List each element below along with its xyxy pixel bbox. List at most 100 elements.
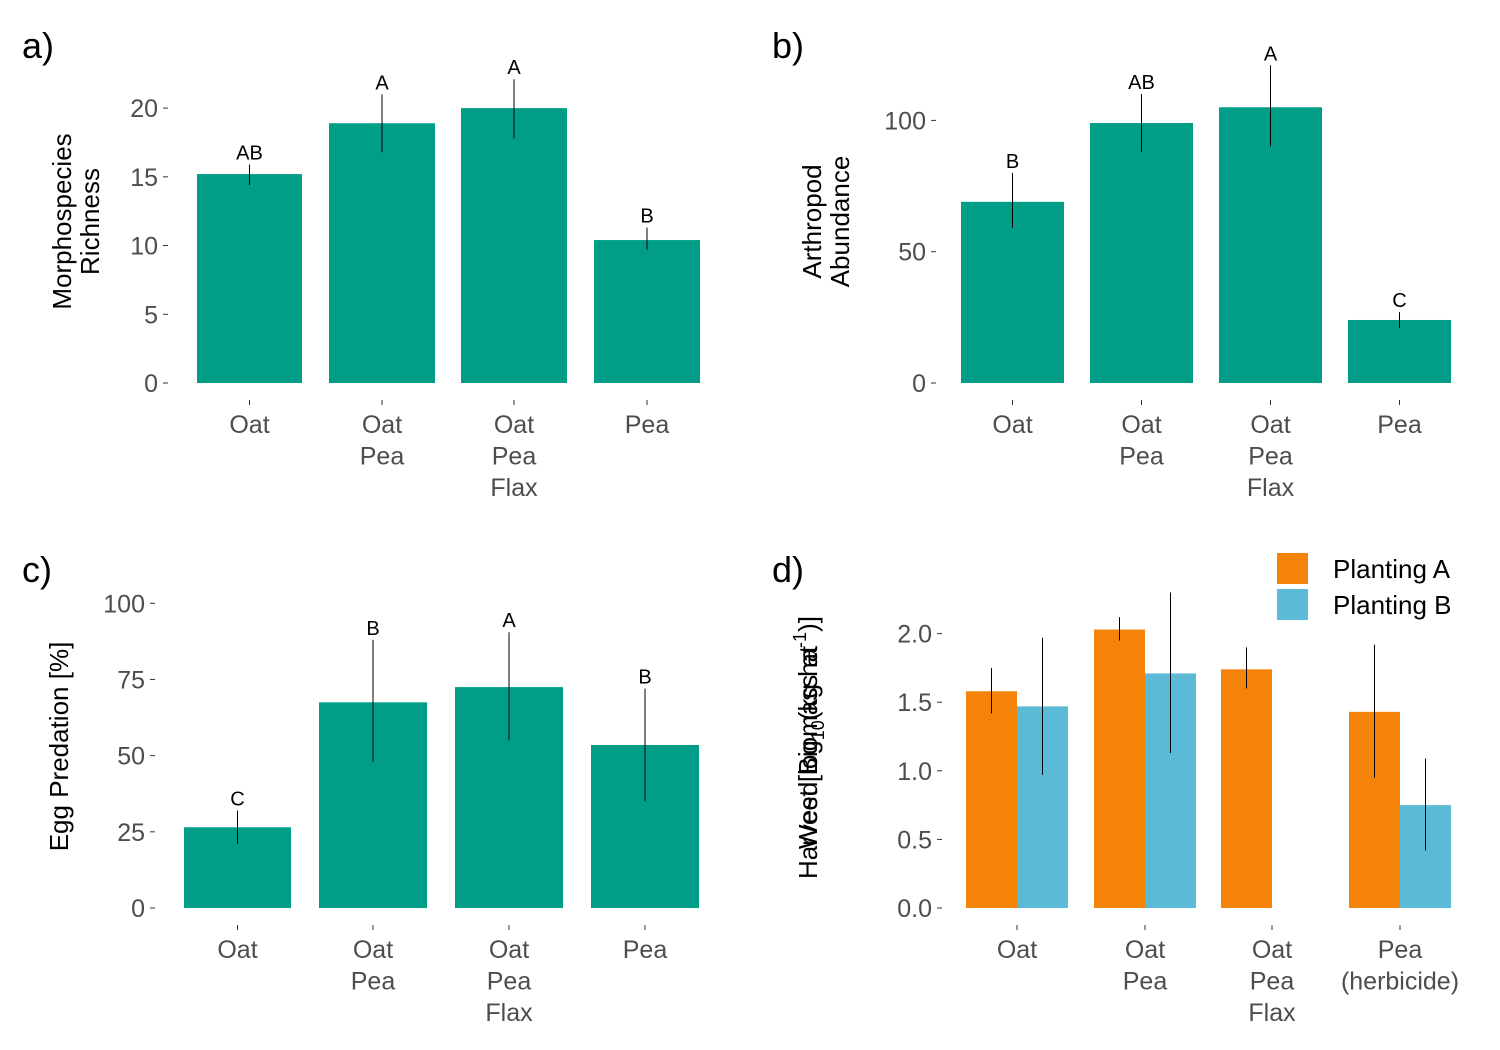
significance-letter: C (1392, 290, 1406, 312)
x-tick-label: Oat Pea Flax (490, 411, 538, 502)
legend-swatch (1277, 553, 1308, 584)
x-tick-label-line: Oat (362, 411, 402, 439)
y-tick-label: 5 (144, 301, 158, 329)
y-tick-label: 0 (131, 895, 145, 923)
x-tick-label-line: Pea (492, 443, 537, 471)
x-tick-label-line: Pea (487, 968, 532, 996)
x-tick-label-line: Oat (353, 936, 393, 964)
legend-label: Planting A (1333, 554, 1451, 584)
x-tick-label: Pea (1377, 411, 1422, 439)
panel-label: c) (22, 549, 52, 590)
y-axis-title-line: Egg Predation [%] (44, 642, 74, 852)
panel-label: b) (772, 25, 804, 66)
x-tick-label-line: Flax (1248, 999, 1296, 1027)
x-tick-label-line: Oat (494, 411, 534, 439)
x-tick-label-line: (herbicide) (1341, 968, 1459, 996)
x-tick-label-line: Pea (623, 936, 668, 964)
x-tick-label: Oat Pea Flax (485, 936, 533, 1027)
panel-label: d) (772, 549, 804, 590)
significance-letter: B (638, 667, 651, 689)
x-tick-label-line: Oat (997, 936, 1037, 964)
y-axis-title-part: 10 (808, 720, 828, 740)
x-tick-label: Oat (217, 936, 257, 964)
legend-label: Planting B (1333, 590, 1452, 620)
bar (961, 201, 1064, 383)
x-tick-label: Pea (herbicide) (1341, 936, 1459, 996)
y-axis-title: ArthropodAbundance (797, 156, 855, 288)
x-tick-label-line: Pea (1377, 411, 1422, 439)
y-tick-label: 0.5 (897, 826, 932, 854)
x-tick-label: Pea (623, 936, 668, 964)
bar (1348, 319, 1451, 383)
x-tick-label-line: Oat (1252, 936, 1292, 964)
bar (197, 174, 302, 383)
y-tick-label: 1.0 (897, 758, 932, 786)
x-tick-label-line: Oat (1125, 936, 1165, 964)
y-axis-title: Egg Predation [%] (44, 642, 74, 852)
bar (1219, 107, 1322, 383)
y-axis-title-line: Weed Biomass at (793, 645, 823, 849)
panel-label: a) (22, 25, 54, 66)
x-tick-label: Oat Pea (360, 411, 405, 471)
x-tick-label-line: Pea (351, 968, 396, 996)
bar-planting-a (1094, 629, 1145, 908)
x-tick-label-line: Oat (229, 411, 269, 439)
y-tick-label: 15 (130, 164, 158, 192)
significance-letter: A (1264, 43, 1278, 65)
x-tick-label: Oat Pea (1119, 411, 1164, 471)
y-axis-title-part: -1 (790, 632, 810, 648)
y-axis-title-line: Morphospecies (47, 133, 77, 309)
x-tick-label: Oat (229, 411, 269, 439)
x-tick-label-line: Flax (490, 474, 538, 502)
significance-letter: A (375, 72, 389, 94)
significance-letter: B (366, 618, 379, 640)
y-tick-label: 20 (130, 95, 158, 123)
significance-letter: AB (1128, 72, 1155, 94)
x-tick-label-line: Pea (1248, 443, 1293, 471)
y-tick-label: 10 (130, 233, 158, 261)
y-tick-label: 75 (117, 666, 145, 694)
y-axis-title: MorphospeciesRichness (47, 133, 105, 309)
panel-c: c) 0 25 50 75 100 Egg Predation [%] C B A B Oat Oat P… (22, 549, 699, 1027)
significance-letter: A (502, 610, 516, 632)
x-tick-label: Oat (992, 411, 1032, 439)
y-axis-title-line: Harvest [log10(kg ha-1)] (790, 616, 828, 879)
significance-letter: B (640, 206, 653, 228)
bar (1090, 123, 1193, 384)
y-tick-label: 1.5 (897, 689, 932, 717)
x-tick-label: Pea (625, 411, 670, 439)
y-tick-label: 50 (117, 743, 145, 771)
significance-letter: C (230, 788, 244, 810)
x-tick-label: Oat Pea (1123, 936, 1168, 996)
y-axis-title-part: )] (793, 616, 823, 632)
significance-letter: AB (236, 142, 263, 164)
x-tick-label-line: Pea (1250, 968, 1295, 996)
x-tick-label-line: Oat (1121, 411, 1161, 439)
panel-b: b) 0 50 100 ArthropodAbundance B AB A C Oat Oat Pea… (772, 25, 1451, 502)
legend-swatch (1277, 589, 1308, 620)
y-axis-title-part: Harvest [log (793, 740, 823, 879)
x-tick-label-line: Pea (360, 443, 405, 471)
x-tick-label: Oat (997, 936, 1037, 964)
x-tick-label: Oat Pea Flax (1248, 936, 1296, 1027)
y-axis-title-line: Abundance (825, 156, 855, 288)
bar (594, 240, 700, 383)
significance-letter: B (1006, 151, 1019, 173)
x-tick-label: Oat Pea (351, 936, 396, 996)
x-tick-label-line: Oat (1250, 411, 1290, 439)
bar-planting-a (1221, 669, 1272, 908)
y-tick-label: 25 (117, 819, 145, 847)
x-tick-label-line: Pea (1123, 968, 1168, 996)
panel-d: d) 0.0 0.5 1.0 1.5 2.0 Weed Biomass atHarvest … (772, 549, 1459, 1027)
x-tick-label: Oat Pea Flax (1247, 411, 1295, 502)
bar (461, 108, 567, 383)
y-tick-label: 100 (103, 590, 145, 618)
bar-planting-a (966, 691, 1017, 908)
bar (329, 123, 435, 384)
x-tick-label-line: Flax (1247, 474, 1295, 502)
y-tick-label: 100 (884, 107, 926, 135)
y-tick-label: 0.0 (897, 895, 932, 923)
y-tick-label: 0 (912, 370, 926, 398)
